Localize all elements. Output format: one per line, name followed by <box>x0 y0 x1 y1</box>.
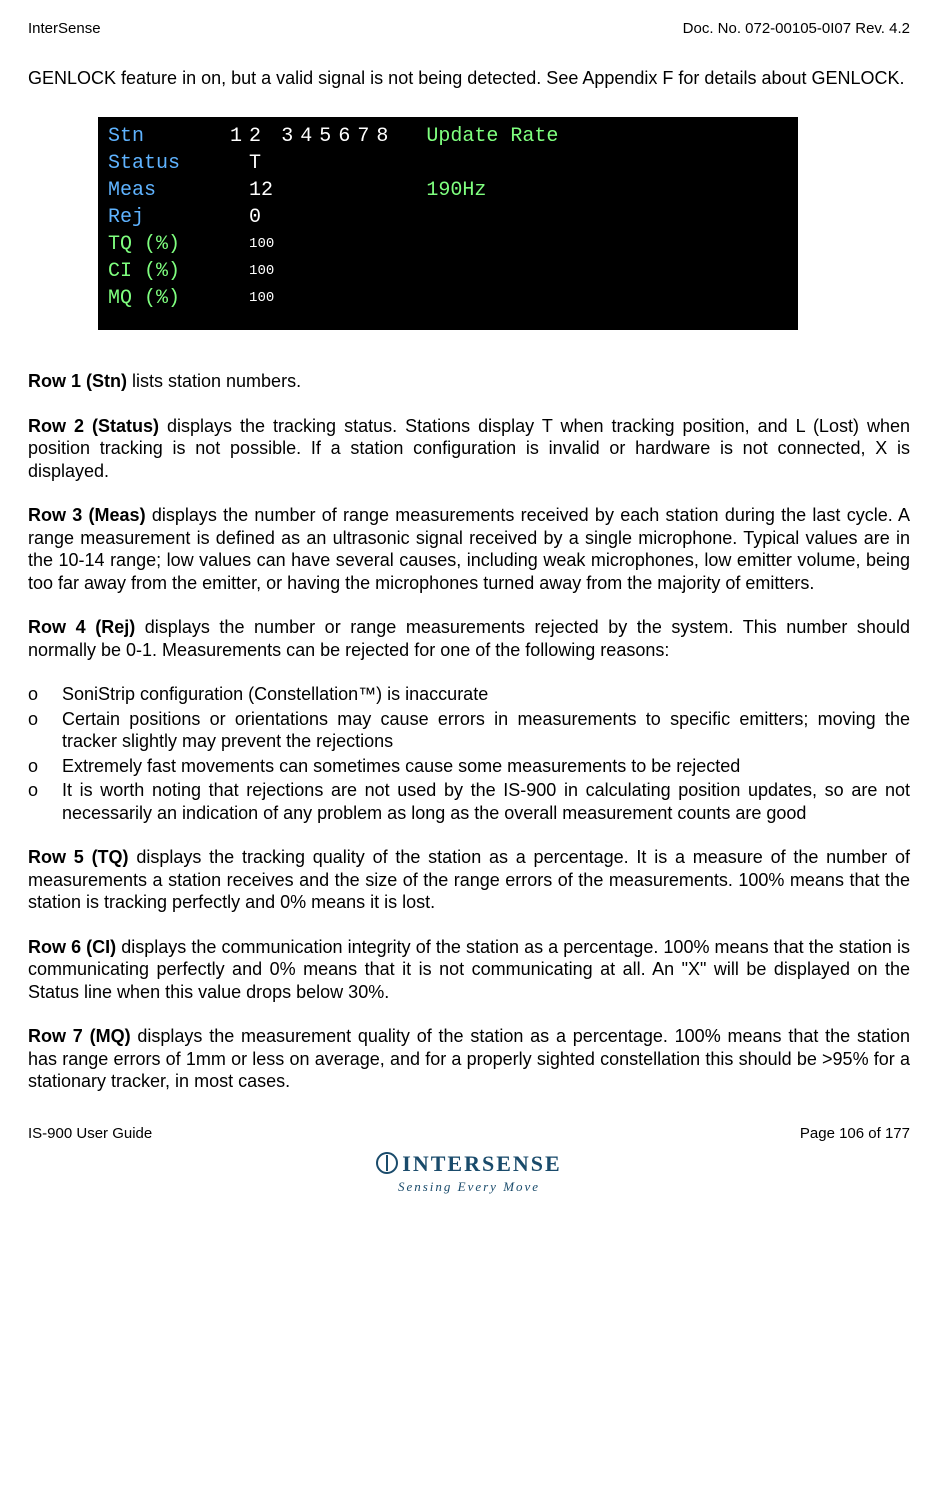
row4-bold: Row 4 (Rej) <box>28 617 135 637</box>
term-row-ci: CI (%) 100 <box>108 258 565 285</box>
row1-bold: Row 1 (Stn) <box>28 371 127 391</box>
term-label: Stn <box>108 123 187 150</box>
term-row-mq: MQ (%) 100 <box>108 285 565 312</box>
term-val: 100 <box>249 285 281 312</box>
term-col: 3 <box>281 123 300 150</box>
footer-right: Page 106 of 177 <box>800 1125 910 1144</box>
term-row-status: Status T <box>108 150 565 177</box>
page-footer: IS-900 User Guide Page 106 of 177 <box>28 1125 910 1144</box>
row2-bold: Row 2 (Status) <box>28 416 159 436</box>
term-label: MQ (%) <box>108 285 187 312</box>
row6-paragraph: Row 6 (CI) displays the communication in… <box>28 936 910 1004</box>
term-label: Status <box>108 150 187 177</box>
row7-text: displays the measurement quality of the … <box>28 1026 910 1091</box>
list-item: oSoniStrip configuration (Constellation™… <box>28 683 910 706</box>
term-col: 5 <box>319 123 338 150</box>
row3-text: displays the number of range measurement… <box>28 505 910 593</box>
logo-brand: INTERSENSE <box>402 1151 561 1176</box>
term-row-rej: Rej 0 <box>108 204 565 231</box>
header-left: InterSense <box>28 20 101 39</box>
term-val: 100 <box>249 258 281 285</box>
row4-paragraph: Row 4 (Rej) displays the number or range… <box>28 616 910 661</box>
row1-paragraph: Row 1 (Stn) lists station numbers. <box>28 370 910 393</box>
bullet-text: Certain positions or orientations may ca… <box>62 708 910 753</box>
page-header: InterSense Doc. No. 072-00105-0I07 Rev. … <box>28 20 910 39</box>
term-label: TQ (%) <box>108 231 187 258</box>
row6-bold: Row 6 (CI) <box>28 937 116 957</box>
term-col: 1 <box>230 123 249 150</box>
term-col: 2 <box>249 123 281 150</box>
logo-tagline: Sensing Every Move <box>28 1179 910 1195</box>
terminal-display: Stn 1 2 3 4 5 6 7 8 Update Rate Status T… <box>98 117 798 330</box>
term-label: Meas <box>108 177 187 204</box>
term-val: 100 <box>249 231 281 258</box>
bullet-marker: o <box>28 755 62 778</box>
logo-icon <box>376 1152 398 1180</box>
bullet-text: It is worth noting that rejections are n… <box>62 779 910 824</box>
terminal-table: Stn 1 2 3 4 5 6 7 8 Update Rate Status T… <box>108 123 565 312</box>
list-item: oIt is worth noting that rejections are … <box>28 779 910 824</box>
row7-bold: Row 7 (MQ) <box>28 1026 131 1046</box>
bullet-text: SoniStrip configuration (Constellation™)… <box>62 683 910 706</box>
term-val: 0 <box>249 204 281 231</box>
row5-text: displays the tracking quality of the sta… <box>28 847 910 912</box>
term-label: CI (%) <box>108 258 187 285</box>
term-val: T <box>249 150 281 177</box>
list-item: oExtremely fast movements can sometimes … <box>28 755 910 778</box>
list-item: oCertain positions or orientations may c… <box>28 708 910 753</box>
term-row-tq: TQ (%) 100 <box>108 231 565 258</box>
row7-paragraph: Row 7 (MQ) displays the measurement qual… <box>28 1025 910 1093</box>
row5-bold: Row 5 (TQ) <box>28 847 129 867</box>
row3-paragraph: Row 3 (Meas) displays the number of rang… <box>28 504 910 594</box>
bullet-marker: o <box>28 779 62 824</box>
term-gap <box>395 123 426 150</box>
bullet-marker: o <box>28 683 62 706</box>
term-col: 4 <box>300 123 319 150</box>
bullet-marker: o <box>28 708 62 753</box>
term-val: 12 <box>249 177 281 204</box>
footer-left: IS-900 User Guide <box>28 1125 152 1144</box>
term-row-stn: Stn 1 2 3 4 5 6 7 8 Update Rate <box>108 123 565 150</box>
term-col: 7 <box>357 123 376 150</box>
row2-paragraph: Row 2 (Status) displays the tracking sta… <box>28 415 910 483</box>
term-col: 6 <box>338 123 357 150</box>
row4-text: displays the number or range measurement… <box>28 617 910 660</box>
intro-paragraph: GENLOCK feature in on, but a valid signa… <box>28 67 910 90</box>
bullet-text: Extremely fast movements can sometimes c… <box>62 755 910 778</box>
term-col: 8 <box>376 123 395 150</box>
row6-text: displays the communication integrity of … <box>28 937 910 1002</box>
header-right: Doc. No. 072-00105-0I07 Rev. 4.2 <box>683 20 910 39</box>
footer-logo: INTERSENSE Sensing Every Move <box>28 1150 910 1196</box>
row2-text: displays the tracking status. Stations d… <box>28 416 910 481</box>
term-row-meas: Meas 12 190Hz <box>108 177 565 204</box>
term-gap <box>187 123 230 150</box>
row1-text: lists station numbers. <box>127 371 301 391</box>
row3-bold: Row 3 (Meas) <box>28 505 146 525</box>
term-hz: 190Hz <box>426 177 565 204</box>
rejection-reasons-list: oSoniStrip configuration (Constellation™… <box>28 683 910 824</box>
term-update-label: Update Rate <box>426 123 565 150</box>
term-label: Rej <box>108 204 187 231</box>
row5-paragraph: Row 5 (TQ) displays the tracking quality… <box>28 846 910 914</box>
